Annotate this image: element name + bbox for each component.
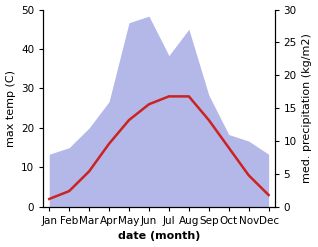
Y-axis label: max temp (C): max temp (C) (5, 70, 16, 147)
Y-axis label: med. precipitation (kg/m2): med. precipitation (kg/m2) (302, 33, 313, 183)
X-axis label: date (month): date (month) (118, 231, 200, 242)
